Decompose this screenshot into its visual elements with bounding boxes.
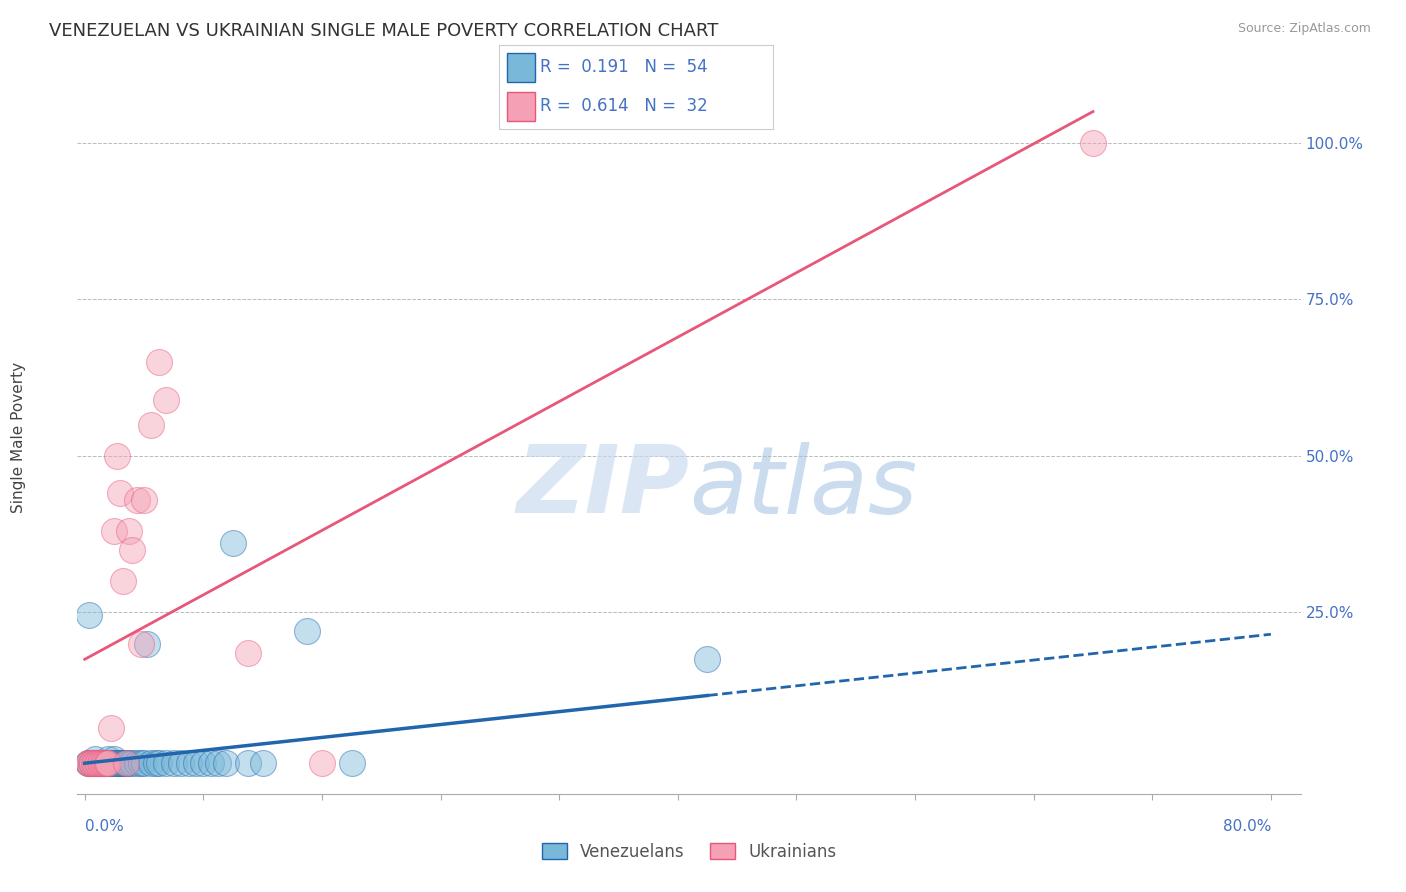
Point — [79, 756, 101, 770]
Point — [1081, 136, 1104, 150]
Text: ZIP: ZIP — [516, 441, 689, 533]
Point — [125, 756, 148, 770]
Point — [132, 492, 155, 507]
Point — [112, 574, 135, 588]
Point — [82, 756, 104, 770]
Point — [77, 756, 100, 770]
Point — [110, 756, 132, 770]
Point — [100, 721, 122, 735]
Point — [91, 756, 114, 770]
FancyBboxPatch shape — [508, 92, 534, 120]
Point — [105, 449, 128, 463]
Point — [77, 608, 100, 623]
Point — [114, 756, 136, 770]
Point — [125, 492, 148, 507]
Point — [340, 756, 363, 770]
Point — [100, 756, 122, 770]
Point — [170, 756, 193, 770]
Point — [103, 752, 125, 766]
Point — [111, 756, 134, 770]
Point — [84, 756, 107, 770]
Point — [236, 756, 259, 770]
Point — [214, 756, 236, 770]
Text: R =  0.191   N =  54: R = 0.191 N = 54 — [540, 59, 707, 77]
Point — [132, 756, 155, 770]
Point — [96, 756, 118, 770]
Point — [121, 756, 143, 770]
Point — [118, 756, 141, 770]
Point — [91, 756, 114, 770]
Point — [112, 756, 135, 770]
Point — [222, 536, 245, 550]
Point — [129, 756, 152, 770]
Point — [108, 756, 131, 770]
Point — [236, 646, 259, 660]
Point — [96, 756, 118, 770]
Point — [84, 752, 107, 766]
Point — [118, 524, 141, 538]
Point — [145, 756, 167, 770]
Point — [93, 756, 115, 770]
Point — [104, 756, 127, 770]
Point — [105, 756, 128, 770]
Text: 80.0%: 80.0% — [1223, 819, 1271, 834]
Point — [177, 756, 200, 770]
Point — [115, 756, 138, 770]
Point — [252, 756, 274, 770]
Point — [97, 752, 120, 766]
Point — [76, 756, 98, 770]
Point — [696, 652, 718, 666]
FancyBboxPatch shape — [508, 54, 534, 82]
Point — [121, 542, 143, 557]
Point — [83, 756, 105, 770]
Point — [136, 637, 159, 651]
Point — [79, 756, 101, 770]
Point — [90, 756, 112, 770]
Point — [87, 756, 110, 770]
Point — [89, 756, 111, 770]
Point — [207, 756, 229, 770]
Point — [82, 756, 104, 770]
Point — [155, 392, 177, 407]
Point — [311, 756, 333, 770]
Legend: Venezuelans, Ukrainians: Venezuelans, Ukrainians — [536, 837, 842, 868]
Point — [141, 756, 163, 770]
Point — [148, 355, 170, 369]
Point — [141, 417, 163, 432]
Point — [94, 756, 117, 770]
Point — [129, 637, 152, 651]
Point — [82, 756, 104, 770]
Point — [193, 756, 215, 770]
Text: Single Male Poverty: Single Male Poverty — [11, 361, 27, 513]
Point — [89, 756, 111, 770]
Text: 0.0%: 0.0% — [84, 819, 124, 834]
Point — [93, 756, 115, 770]
Point — [83, 756, 105, 770]
Point — [86, 756, 108, 770]
Text: VENEZUELAN VS UKRAINIAN SINGLE MALE POVERTY CORRELATION CHART: VENEZUELAN VS UKRAINIAN SINGLE MALE POVE… — [49, 22, 718, 40]
Point — [90, 756, 112, 770]
Point — [94, 756, 117, 770]
Point — [86, 756, 108, 770]
Text: Source: ZipAtlas.com: Source: ZipAtlas.com — [1237, 22, 1371, 36]
Point — [163, 756, 186, 770]
Point — [110, 486, 132, 500]
Point — [184, 756, 207, 770]
Point — [115, 756, 138, 770]
Text: R =  0.614   N =  32: R = 0.614 N = 32 — [540, 97, 709, 115]
Point — [295, 624, 318, 639]
Point — [97, 756, 120, 770]
Point — [103, 524, 125, 538]
Point — [87, 756, 110, 770]
Point — [155, 756, 177, 770]
Point — [76, 756, 98, 770]
Text: atlas: atlas — [689, 442, 917, 533]
Point — [101, 756, 124, 770]
Point — [86, 756, 108, 770]
Point — [200, 756, 222, 770]
Point — [148, 756, 170, 770]
Point — [77, 756, 100, 770]
Point — [98, 756, 121, 770]
